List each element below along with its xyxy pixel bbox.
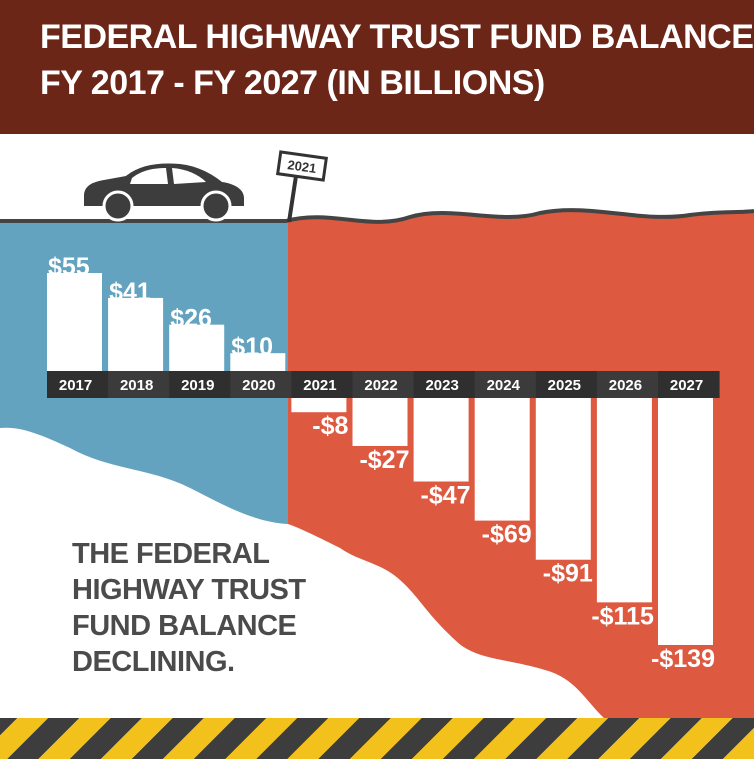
year-cell-2025 [535,371,598,398]
bar-2026 [596,398,652,603]
value-label-2018: $41 [109,278,151,306]
bar-2023 [413,398,469,482]
year-cell-2018 [108,371,170,398]
year-cell-2022 [352,371,415,398]
value-label-2023: -$47 [421,482,471,510]
value-label-2021: -$8 [312,412,348,440]
year-label-2020: 2020 [242,377,275,394]
year-band: 2017 2018 2019 2020 2021 2022 2023 2024 2025 2026… [47,371,720,398]
chart-title-line-2: FY 2017 - FY 2027 (IN BILLIONS) [40,64,545,102]
bars-layer [47,273,713,645]
year-sign-label: 2021 [287,157,318,176]
value-labels-layer: $55 $41 $26 $10 -$8 -$27 -$47 -$69 -$91 -$115 -$13… [48,253,715,673]
year-cell-2017 [47,371,109,398]
header-banner: FEDERAL HIGHWAY TRUST FUND BALANCE FY 20… [0,0,754,134]
bar-2025 [535,398,591,560]
bar-2019 [169,324,225,371]
year-cell-2021 [291,371,353,398]
bar-2022 [352,398,408,446]
caption-line-4: DECLINING. [72,646,235,678]
year-cell-2023 [413,371,476,398]
value-label-2024: -$69 [482,521,532,549]
value-label-2022: -$27 [359,446,409,474]
bar-2018 [108,297,164,371]
year-label-2018: 2018 [120,377,153,394]
year-label-2023: 2023 [425,377,458,394]
bar-2027 [658,398,713,645]
year-label-2017: 2017 [59,377,92,394]
chart-scene: 2021 2017 2018 2019 2020 2021 2022 2023 2024 202… [0,150,754,718]
year-sign-icon: 2021 [275,150,329,223]
year-cell-2026 [596,371,659,398]
year-label-2024: 2024 [487,377,521,394]
bar-2020 [230,353,286,371]
bar-2017 [47,273,102,371]
value-label-2020: $10 [231,333,273,361]
year-label-2019: 2019 [181,377,214,394]
caption: THE FEDERAL HIGHWAY TRUST FUND BALANCE D… [72,536,332,680]
year-label-2021: 2021 [303,377,336,394]
year-cell-2020 [230,371,292,398]
year-label-2026: 2026 [609,377,642,394]
year-cell-2027 [658,371,720,398]
year-label-2022: 2022 [364,377,397,394]
value-label-2026: -$115 [591,602,654,630]
year-cell-2019 [169,371,231,398]
value-label-2017: $55 [48,253,90,281]
bar-2021 [291,398,347,413]
hazard-stripe [0,718,754,759]
ground-line [0,208,754,224]
value-label-2025: -$91 [543,560,593,588]
value-label-2027: -$139 [651,645,715,673]
car-icon [84,163,244,222]
caption-line-2: HIGHWAY TRUST [72,574,306,606]
chart-title-line-1: FEDERAL HIGHWAY TRUST FUND BALANCE [40,18,754,56]
year-label-2027: 2027 [670,377,703,394]
year-label-2025: 2025 [548,377,581,394]
caption-line-1: THE FEDERAL [72,538,270,570]
year-cell-2024 [474,371,537,398]
bar-2024 [474,398,530,521]
caption-line-3: FUND BALANCE [72,610,297,642]
value-label-2019: $26 [170,305,212,333]
